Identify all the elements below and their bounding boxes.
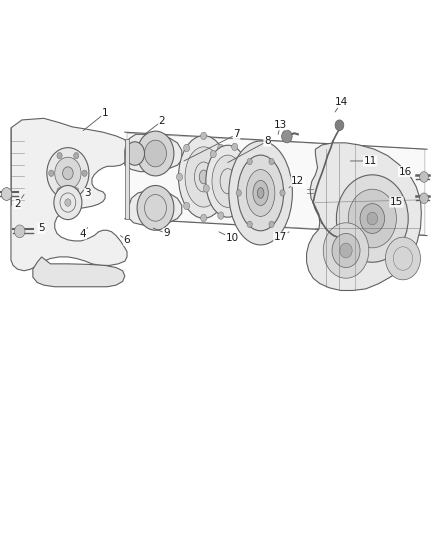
Circle shape: [218, 144, 224, 152]
Circle shape: [57, 188, 62, 194]
Text: 7: 7: [184, 130, 240, 161]
Text: 4: 4: [80, 228, 88, 239]
Circle shape: [280, 190, 285, 196]
Polygon shape: [129, 191, 182, 225]
Text: 10: 10: [219, 232, 239, 243]
Text: 17: 17: [274, 232, 289, 242]
Text: 2: 2: [14, 195, 24, 208]
Text: 1: 1: [83, 108, 109, 131]
Circle shape: [63, 167, 73, 180]
Circle shape: [340, 243, 352, 258]
Circle shape: [247, 221, 252, 228]
Circle shape: [218, 212, 224, 219]
Text: 15: 15: [390, 197, 403, 207]
Circle shape: [1, 188, 12, 200]
Text: 3: 3: [84, 187, 91, 198]
Circle shape: [332, 233, 360, 268]
Text: 11: 11: [350, 156, 377, 166]
Circle shape: [82, 170, 87, 176]
Circle shape: [74, 188, 79, 194]
Polygon shape: [11, 118, 129, 271]
Circle shape: [225, 173, 231, 181]
Ellipse shape: [237, 155, 284, 231]
Ellipse shape: [257, 188, 264, 198]
Ellipse shape: [212, 155, 244, 207]
Text: 8: 8: [228, 136, 271, 163]
Circle shape: [239, 205, 245, 212]
Circle shape: [269, 158, 274, 165]
Circle shape: [360, 204, 385, 233]
Circle shape: [54, 185, 82, 220]
Text: 9: 9: [153, 228, 170, 238]
Circle shape: [269, 221, 274, 228]
Circle shape: [177, 173, 183, 181]
Text: 12: 12: [289, 176, 304, 188]
Circle shape: [145, 140, 166, 167]
Circle shape: [323, 223, 369, 278]
Circle shape: [55, 157, 81, 189]
Polygon shape: [125, 139, 129, 219]
Polygon shape: [127, 133, 425, 235]
Circle shape: [57, 152, 62, 159]
Circle shape: [47, 148, 89, 199]
Circle shape: [367, 212, 378, 225]
Circle shape: [65, 199, 71, 206]
Circle shape: [184, 202, 190, 209]
Circle shape: [385, 237, 420, 280]
Text: 13: 13: [274, 120, 287, 134]
Circle shape: [335, 120, 344, 131]
Circle shape: [420, 172, 428, 182]
Circle shape: [201, 214, 207, 222]
Ellipse shape: [206, 145, 250, 217]
Circle shape: [49, 170, 54, 176]
Circle shape: [282, 130, 292, 143]
Circle shape: [246, 170, 252, 177]
Circle shape: [218, 202, 224, 209]
Circle shape: [184, 144, 190, 152]
Circle shape: [14, 225, 25, 238]
Circle shape: [236, 190, 241, 196]
Polygon shape: [125, 134, 182, 172]
Circle shape: [348, 189, 396, 248]
Circle shape: [74, 152, 79, 159]
Circle shape: [210, 150, 216, 158]
Polygon shape: [33, 257, 125, 287]
Text: 6: 6: [120, 236, 131, 245]
Text: 14: 14: [335, 98, 348, 112]
Text: 2: 2: [145, 116, 166, 134]
Text: 5: 5: [38, 223, 45, 233]
Ellipse shape: [179, 135, 229, 219]
Circle shape: [137, 185, 174, 230]
Text: 16: 16: [399, 167, 412, 179]
Circle shape: [336, 175, 408, 262]
Ellipse shape: [199, 170, 208, 184]
Circle shape: [203, 185, 209, 192]
Circle shape: [201, 132, 207, 140]
Ellipse shape: [246, 169, 275, 216]
Ellipse shape: [229, 141, 293, 245]
Circle shape: [247, 158, 252, 165]
Ellipse shape: [185, 147, 223, 207]
Circle shape: [125, 142, 145, 165]
Circle shape: [420, 193, 428, 204]
Polygon shape: [307, 143, 421, 290]
Circle shape: [137, 131, 174, 176]
Ellipse shape: [253, 180, 268, 205]
Circle shape: [232, 143, 238, 151]
